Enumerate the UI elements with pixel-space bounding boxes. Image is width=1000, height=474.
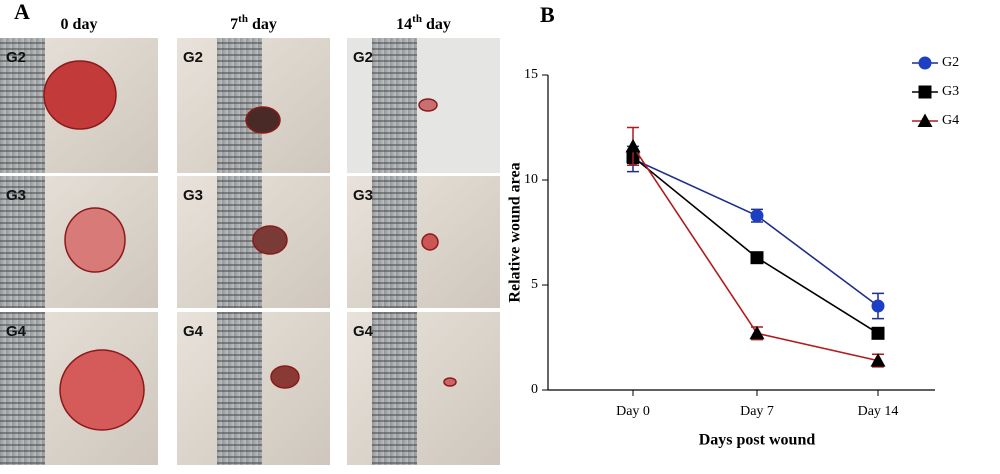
photo-label: G2: [6, 49, 26, 66]
header-sup: th: [238, 13, 248, 25]
wound: [443, 377, 457, 387]
y-tick-label: 0: [531, 382, 538, 397]
ruler: [217, 38, 262, 173]
legend-label: G3: [942, 84, 959, 99]
photo-label: G4: [183, 323, 204, 340]
header-text: 0 day: [61, 16, 98, 33]
marker: [871, 326, 885, 340]
photo-label: G3: [6, 187, 26, 204]
y-tick-label: 5: [531, 277, 538, 292]
column-header: 7th day: [230, 13, 277, 33]
marker: [871, 299, 885, 313]
legend-label: G4: [942, 113, 959, 128]
x-tick-label: Day 0: [616, 404, 650, 419]
chart: 0 5 10 15 Day 0 Day 7 Day 14 Days post wound Rel…: [507, 55, 959, 448]
ruler: [217, 312, 262, 465]
panel-label: B: [540, 2, 555, 27]
header-text: day: [248, 16, 277, 33]
y-tick-label: 10: [524, 172, 538, 187]
column-header: 0 day: [61, 16, 98, 33]
legend-label: G2: [942, 55, 959, 70]
marker: [749, 325, 765, 340]
wound: [270, 365, 300, 389]
wound: [59, 349, 145, 431]
photo-label: G3: [183, 187, 203, 204]
wound: [245, 106, 281, 134]
wound: [43, 60, 117, 130]
header-text: day: [422, 16, 451, 33]
ruler: [372, 176, 417, 308]
wound: [418, 98, 438, 112]
header-text: 7: [230, 16, 238, 33]
legend-marker: [917, 113, 933, 127]
header-sup: th: [412, 13, 422, 25]
photo-label: G4: [6, 323, 27, 340]
series-line: [632, 156, 879, 334]
marker: [870, 353, 886, 367]
ruler: [0, 38, 45, 173]
legend-marker: [918, 85, 932, 99]
marker: [750, 251, 764, 265]
x-tick-label: Day 14: [858, 404, 899, 419]
wound: [64, 207, 126, 273]
marker: [750, 209, 764, 223]
x-tick-label: Day 7: [740, 404, 774, 419]
y-axis-label: Relative wound area: [507, 162, 524, 302]
x-axis-label: Days post wound: [699, 432, 816, 449]
column-header: 14th day: [396, 13, 451, 33]
legend-marker: [918, 56, 932, 70]
wound: [252, 225, 288, 255]
series-line: [632, 158, 879, 307]
ruler: [372, 38, 417, 173]
ruler: [372, 312, 417, 465]
wound: [421, 233, 439, 251]
photo-label: G2: [353, 49, 373, 66]
ruler: [0, 312, 45, 465]
photo-label: G3: [353, 187, 373, 204]
photo-label: G4: [353, 323, 374, 340]
panel-label: A: [14, 0, 30, 24]
header-text: 14: [396, 16, 412, 33]
ruler: [0, 176, 45, 308]
marker: [625, 138, 641, 153]
photo-label: G2: [183, 49, 203, 66]
y-tick-label: 15: [524, 67, 538, 82]
